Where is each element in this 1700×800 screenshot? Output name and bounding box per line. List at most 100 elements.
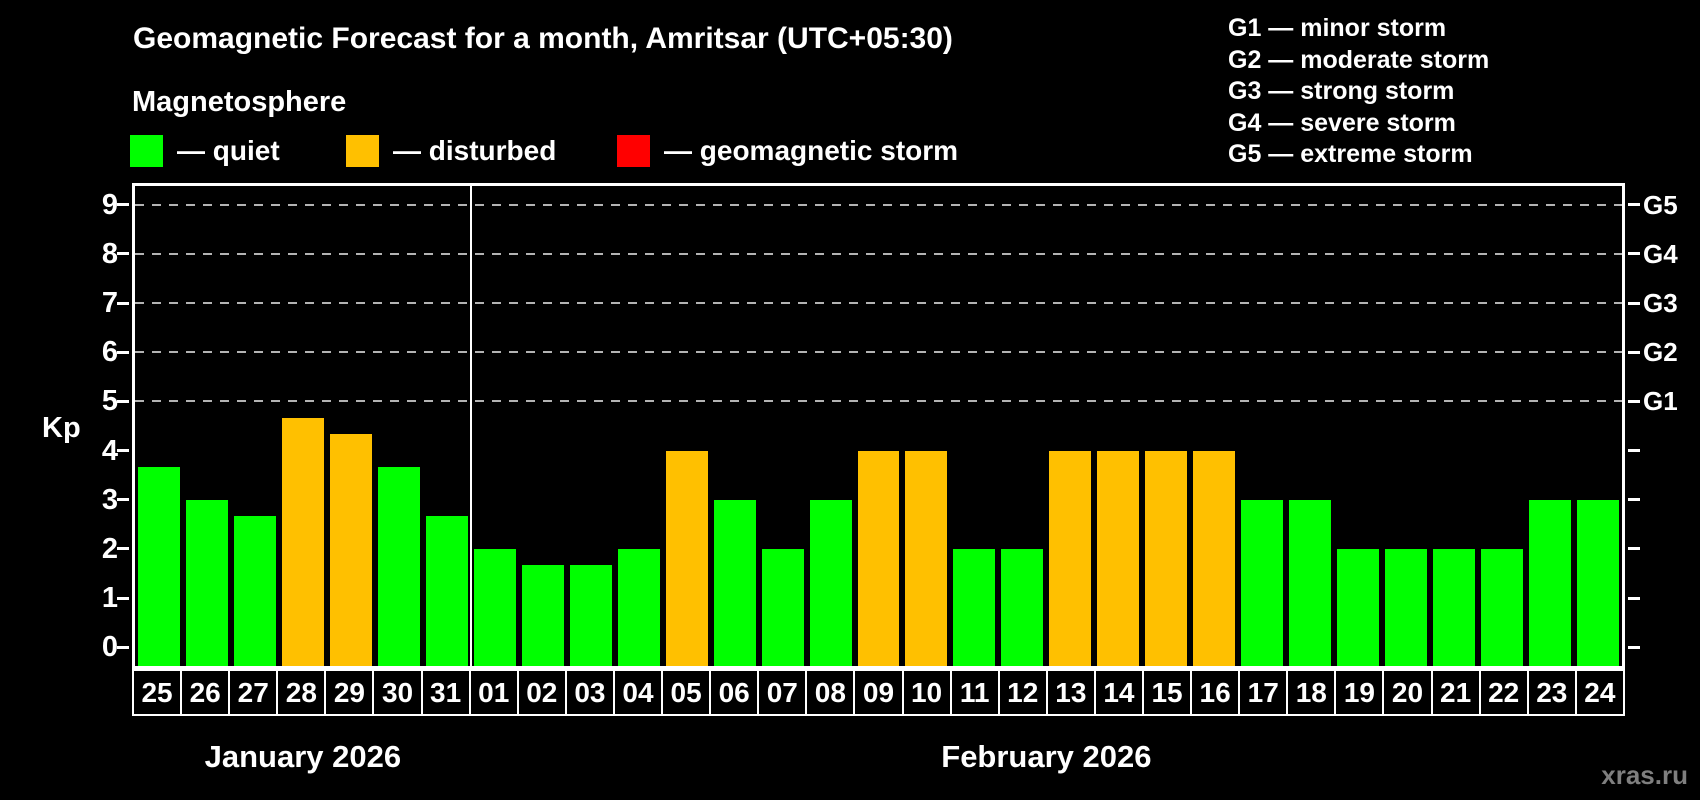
gridline <box>135 400 1622 403</box>
date-box-28: 28 <box>278 669 327 716</box>
y-axis-tick-left <box>117 645 129 649</box>
kp-bar-16 <box>1193 450 1236 666</box>
kp-bar-24 <box>1577 499 1619 666</box>
date-box-05: 05 <box>663 669 712 716</box>
kp-bar-01 <box>473 548 516 666</box>
date-box-13: 13 <box>1047 669 1096 716</box>
g-scale-axis-label: G1 <box>1643 386 1678 417</box>
date-box-30: 30 <box>374 669 423 716</box>
kp-bar-08 <box>809 499 852 666</box>
y-axis-tick-right <box>1628 301 1640 305</box>
plot-area <box>132 183 1625 669</box>
month-label-january: January 2026 <box>204 739 402 774</box>
date-box-21: 21 <box>1432 669 1481 716</box>
kp-bar-14 <box>1097 450 1140 666</box>
kp-bar-20 <box>1385 548 1428 666</box>
g-scale-legend-line-g4: G4 — severe storm <box>1228 108 1456 137</box>
date-box-18: 18 <box>1288 669 1337 716</box>
date-box-31: 31 <box>422 669 471 716</box>
g-scale-legend-line-g2: G2 — moderate storm <box>1228 45 1490 74</box>
plot-inner <box>135 186 1622 666</box>
date-box-06: 06 <box>711 669 760 716</box>
kp-bar-28 <box>281 417 324 666</box>
g-scale-axis-label: G2 <box>1643 337 1678 368</box>
y-axis-tick-right <box>1628 596 1640 600</box>
kp-bar-04 <box>617 548 660 666</box>
month-label-february: February 2026 <box>941 739 1152 774</box>
kp-bar-25 <box>138 466 180 666</box>
date-box-11: 11 <box>951 669 1000 716</box>
date-box-22: 22 <box>1480 669 1529 716</box>
month-separator <box>469 186 472 666</box>
date-axis: 25 26 27 28 29 30 31 01 02 03 04 05 06 07 08 09 10 11 12 13… <box>132 669 1625 716</box>
legend-item-disturbed: — disturbed <box>346 135 556 167</box>
kp-bar-22 <box>1481 548 1524 666</box>
y-axis-tick-label: 5 <box>101 385 118 418</box>
date-box-20: 20 <box>1384 669 1433 716</box>
date-box-27: 27 <box>230 669 279 716</box>
gridline <box>135 203 1622 206</box>
y-axis-tick-left <box>117 498 129 502</box>
y-axis-tick-right <box>1628 252 1640 256</box>
date-box-26: 26 <box>182 669 231 716</box>
kp-bar-23 <box>1529 499 1572 666</box>
y-axis-tick-label: 9 <box>101 188 118 221</box>
chart-title: Geomagnetic Forecast for a month, Amrits… <box>133 22 953 55</box>
legend-quiet-label: — quiet <box>177 135 280 166</box>
kp-bar-02 <box>521 565 564 666</box>
y-axis-tick-right <box>1628 449 1640 453</box>
date-box-07: 07 <box>759 669 808 716</box>
watermark: xras.ru <box>1601 760 1688 790</box>
kp-bar-09 <box>857 450 900 666</box>
y-axis-tick-label: 6 <box>101 336 118 369</box>
date-box-19: 19 <box>1336 669 1385 716</box>
y-axis-tick-label: 3 <box>101 483 118 516</box>
y-axis-tick-label: 1 <box>101 582 118 615</box>
g-scale-legend-line-g1: G1 — minor storm <box>1228 14 1447 42</box>
kp-bar-11 <box>953 548 996 666</box>
date-box-15: 15 <box>1143 669 1193 716</box>
disturbed-color-swatch <box>346 135 379 167</box>
kp-bar-17 <box>1241 499 1284 666</box>
y-axis-tick-right <box>1628 350 1640 354</box>
kp-bar-31 <box>425 516 468 666</box>
date-box-14: 14 <box>1095 669 1144 716</box>
y-axis-tick-right <box>1628 547 1640 551</box>
y-axis-tick-right <box>1628 399 1640 403</box>
y-axis-tick-left <box>117 301 129 305</box>
y-axis-tick-label: 4 <box>101 434 118 467</box>
kp-bar-10 <box>905 450 948 666</box>
date-box-04: 04 <box>614 669 664 716</box>
g-scale-axis-label: G5 <box>1643 189 1678 220</box>
g-scale-axis-label: G3 <box>1643 288 1678 319</box>
g-scale-legend-line-g5: G5 — extreme storm <box>1228 140 1473 168</box>
kp-bar-27 <box>233 516 276 666</box>
y-axis-tick-right <box>1628 645 1640 649</box>
date-box-03: 03 <box>566 669 615 716</box>
date-box-08: 08 <box>807 669 856 716</box>
legend-disturbed-label: — disturbed <box>393 135 557 166</box>
date-box-09: 09 <box>855 669 904 716</box>
y-axis-tick-left <box>117 350 129 354</box>
y-axis-tick-right <box>1628 498 1640 502</box>
y-axis-tick-left <box>117 203 129 207</box>
y-axis-tick-left <box>117 596 129 600</box>
kp-bar-18 <box>1289 499 1332 666</box>
date-box-12: 12 <box>999 669 1048 716</box>
legend-item-storm: — geomagnetic storm <box>617 135 958 167</box>
kp-bar-30 <box>377 466 420 666</box>
date-box-29: 29 <box>326 669 375 716</box>
kp-bar-05 <box>665 450 708 666</box>
kp-bar-07 <box>761 548 804 666</box>
date-box-17: 17 <box>1240 669 1289 716</box>
date-box-10: 10 <box>903 669 952 716</box>
y-axis-tick-label: 8 <box>101 237 118 270</box>
legend-item-quiet: — quiet <box>130 135 280 167</box>
y-axis-tick-left <box>117 547 129 551</box>
gridline <box>135 351 1622 354</box>
kp-bar-13 <box>1049 450 1092 666</box>
y-axis-tick-left <box>117 449 129 453</box>
date-box-02: 02 <box>518 669 567 716</box>
g-scale-legend: G1 — minor storm G2 — moderate storm G3 … <box>1228 13 1489 171</box>
